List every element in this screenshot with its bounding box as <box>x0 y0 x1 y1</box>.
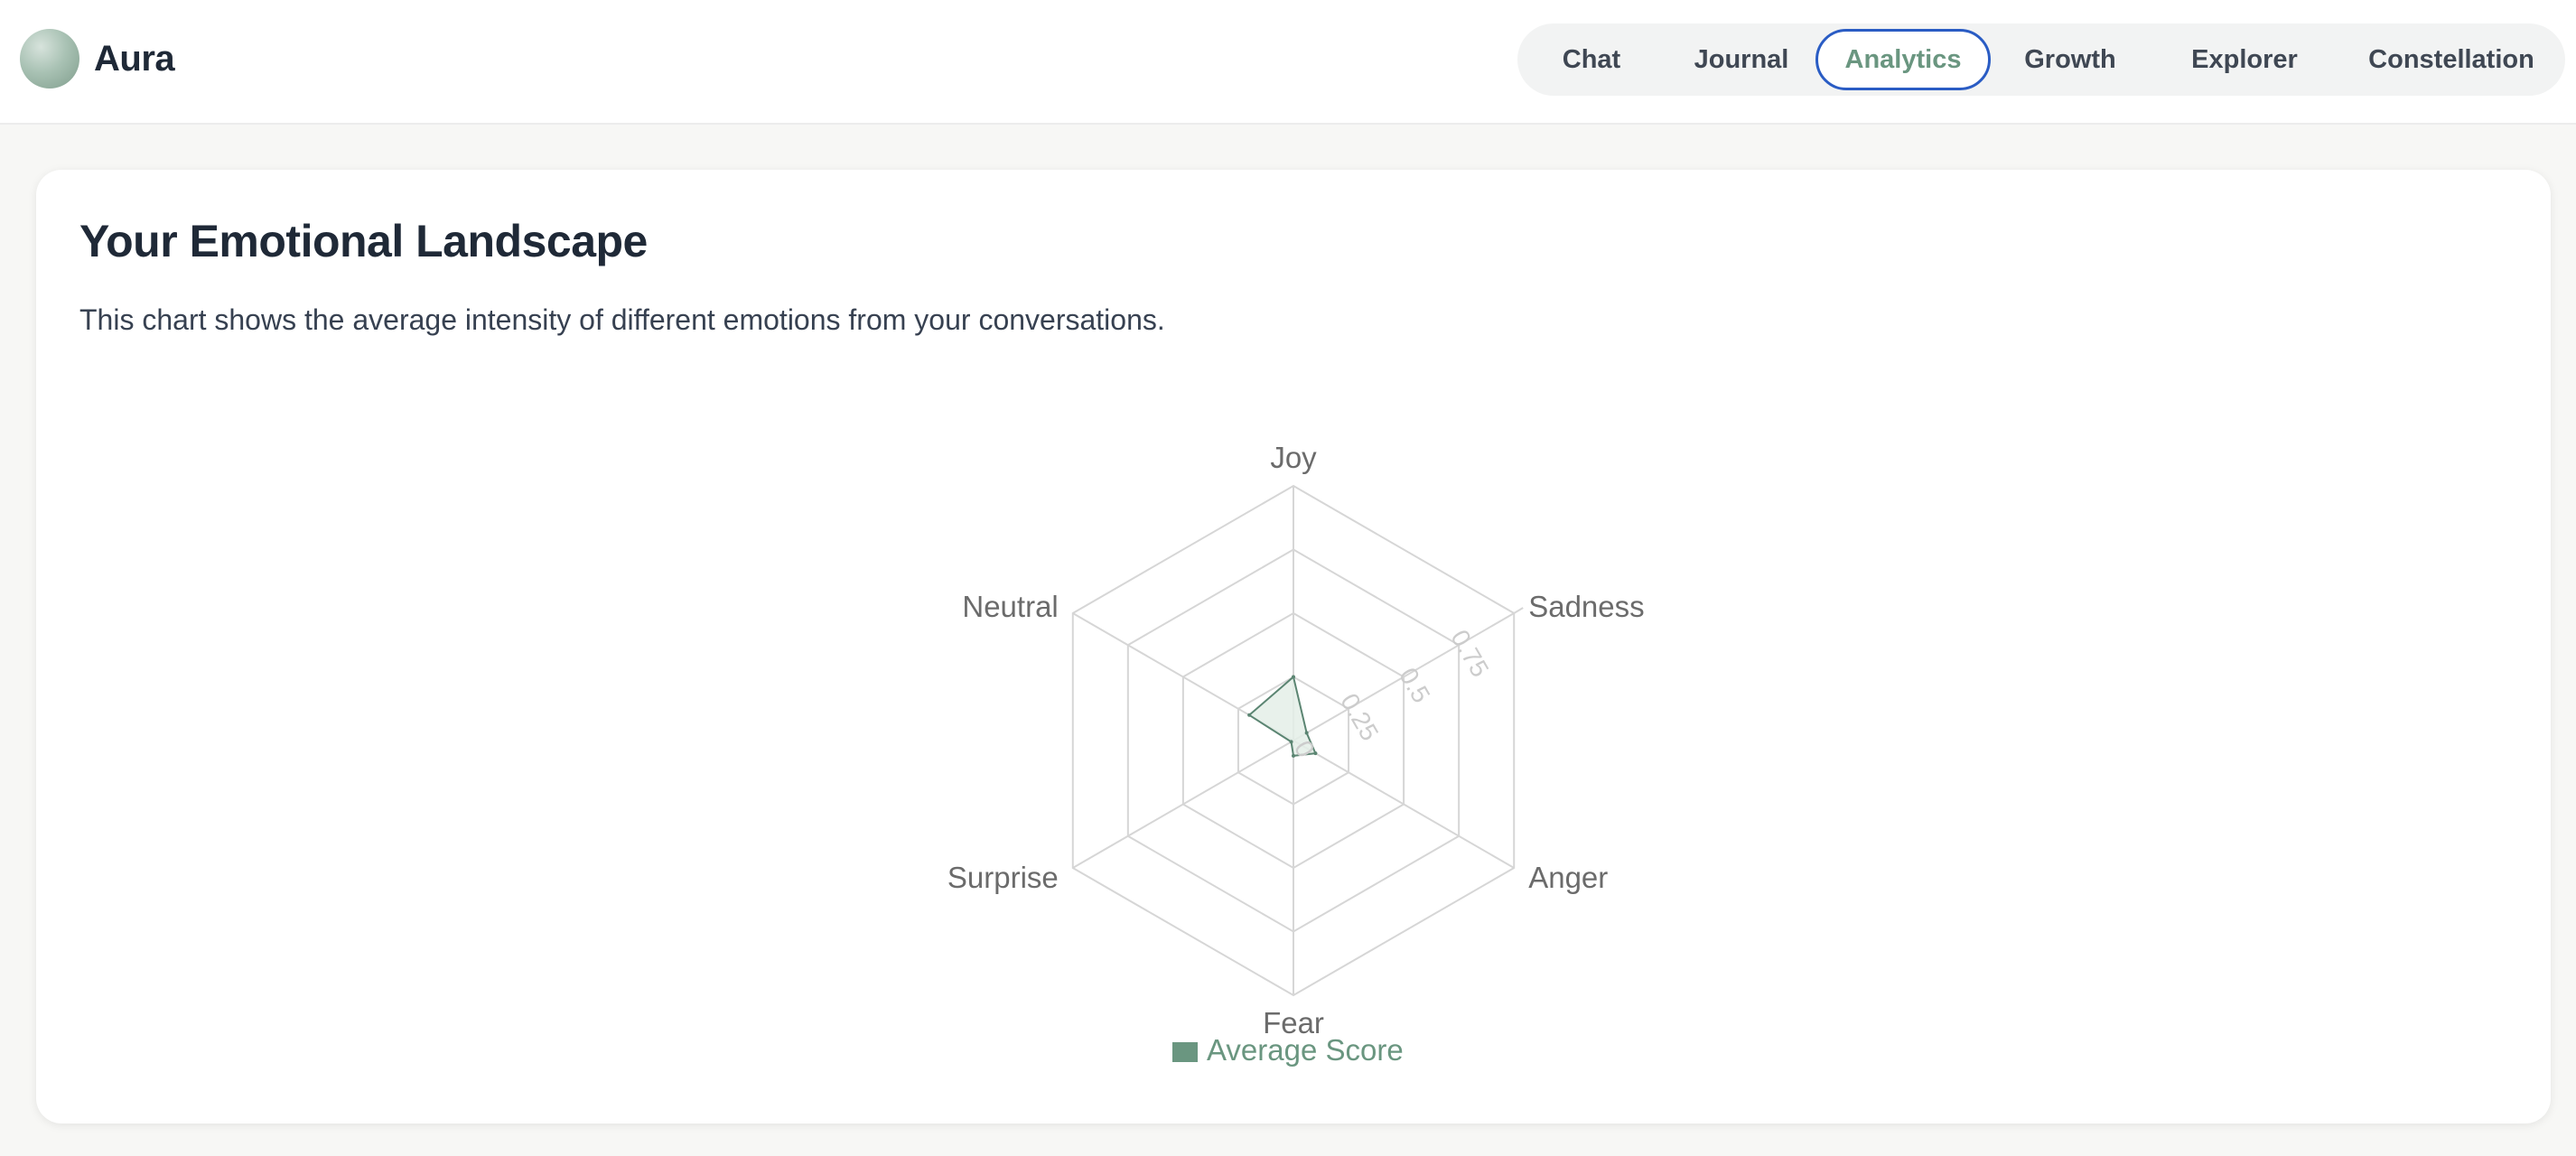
r-tick-label: 0.25 <box>1335 689 1384 746</box>
legend-swatch[interactable] <box>1172 1042 1198 1062</box>
tab-growth[interactable]: Growth <box>2024 44 2116 74</box>
series-point-sadness[interactable] <box>1304 731 1309 735</box>
axis-label-fear: Fear <box>1263 1006 1324 1039</box>
aura-logo <box>20 29 79 89</box>
emotion-radar-chart: 00.250.50.75 Joy Sadness Anger Fear Surprise… <box>947 441 1645 1067</box>
radar-tick-labels: 00.250.50.75 <box>1289 625 1495 762</box>
axis-label-joy: Joy <box>1270 441 1317 474</box>
chart-legend[interactable]: Average Score <box>1172 1033 1404 1067</box>
axis-label-surprise: Surprise <box>947 861 1059 894</box>
tab-analytics[interactable]: Analytics <box>1815 29 1991 90</box>
tab-explorer[interactable]: Explorer <box>2191 44 2298 74</box>
grid-spoke-surprise <box>1072 740 1294 869</box>
legend-label[interactable]: Average Score <box>1207 1033 1404 1067</box>
analytics-card: Your Emotional Landscape This chart show… <box>36 170 2551 1123</box>
series-point-joy[interactable] <box>1292 675 1295 679</box>
series-point-surprise[interactable] <box>1289 740 1293 744</box>
brand[interactable]: Aura <box>20 29 175 89</box>
main-nav: Chat Journal Analytics Growth Explorer C… <box>1517 23 2565 96</box>
tab-constellation[interactable]: Constellation <box>2368 44 2534 74</box>
radar-series <box>1247 675 1318 758</box>
axis-label-anger: Anger <box>1528 861 1608 894</box>
r-tick-label: 0.75 <box>1445 625 1494 682</box>
series-point-neutral[interactable] <box>1247 713 1252 717</box>
chart-description: This chart shows the average intensity o… <box>79 303 1165 336</box>
axis-label-neutral: Neutral <box>962 590 1058 623</box>
grid-tick-mark <box>1513 607 1524 614</box>
page-title: Your Emotional Landscape <box>79 216 648 266</box>
axis-label-sadness: Sadness <box>1528 590 1644 623</box>
tab-journal[interactable]: Journal <box>1694 44 1789 74</box>
series-point-anger[interactable] <box>1313 751 1318 756</box>
r-tick-label: 0.5 <box>1394 663 1435 707</box>
series-point-fear[interactable] <box>1292 753 1295 758</box>
grid-spoke-anger <box>1293 740 1515 869</box>
app-name: Aura <box>94 38 175 79</box>
app-header: Aura Chat Journal Analytics Growth Explo… <box>0 0 2576 125</box>
grid-spoke-sadness <box>1293 612 1515 741</box>
radar-axis-labels: Joy Sadness Anger Fear Surprise Neutral <box>947 441 1645 1039</box>
tab-chat[interactable]: Chat <box>1562 44 1621 74</box>
